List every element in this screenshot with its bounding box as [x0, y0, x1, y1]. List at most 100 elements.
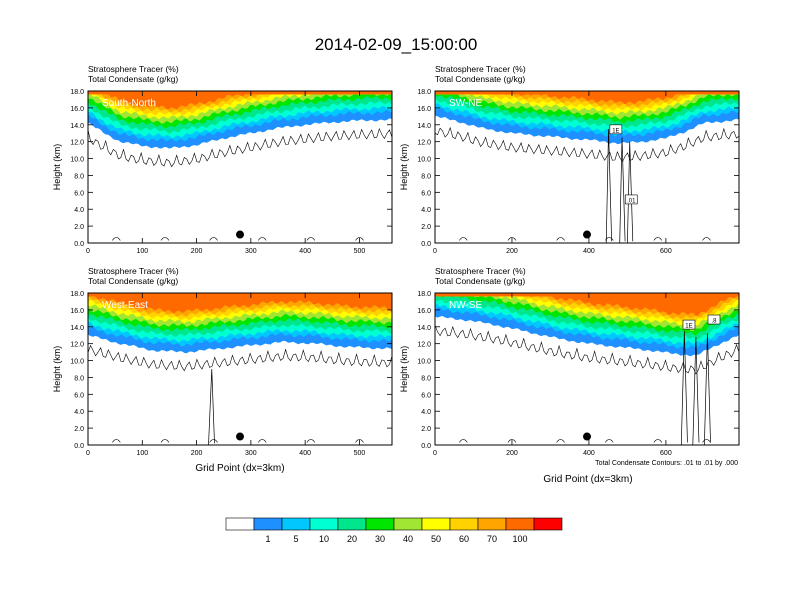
contour-label: .01	[627, 198, 636, 204]
surface-contour	[160, 237, 170, 241]
y-tick-label: 14.0	[70, 325, 84, 332]
y-axis-label: Height (km)	[399, 346, 409, 393]
colorbar-label: 20	[347, 534, 357, 544]
x-tick-label: 200	[191, 248, 203, 255]
panel-title-line: Stratosphere Tracer (%)	[435, 64, 526, 74]
surface-contour	[306, 237, 316, 241]
y-tick-label: 12.0	[417, 342, 431, 349]
plot-area	[88, 293, 392, 445]
colorbar-label: 1	[265, 534, 270, 544]
location-marker	[583, 432, 591, 441]
colorbar-label: 60	[459, 534, 469, 544]
x-tick-label: 100	[136, 248, 148, 255]
y-tick-label: 4.0	[74, 207, 84, 214]
colorbar-swatch	[309, 517, 339, 531]
x-tick-label: 100	[136, 450, 148, 457]
surface-contour	[507, 237, 517, 241]
panel-annotation: NW-SE	[449, 300, 482, 311]
contour-note: Total Condensate Contours: .01 to .01 by…	[595, 460, 738, 467]
x-tick-label: 600	[660, 450, 672, 457]
colorbar-label: 50	[431, 534, 441, 544]
y-tick-label: 18.0	[417, 89, 431, 96]
location-marker	[236, 432, 244, 441]
panel-title-line: Stratosphere Tracer (%)	[435, 266, 526, 276]
y-tick-label: 12.0	[70, 342, 84, 349]
panel-title-line: Total Condensate (g/kg)	[88, 276, 178, 286]
surface-contour	[653, 237, 663, 241]
panel-title-line: Total Condensate (g/kg)	[435, 276, 525, 286]
x-tick-label: 300	[245, 248, 257, 255]
y-tick-label: 16.0	[70, 308, 84, 315]
panel-bottom-left: West-East Stratosphere Tracer (%)Total Co…	[52, 266, 393, 474]
location-marker	[583, 230, 591, 239]
colorbar: 1 5 10 20 30 40 50 60 70 100	[225, 517, 563, 544]
y-tick-label: 2.0	[421, 426, 431, 433]
y-tick-label: 8.0	[421, 173, 431, 180]
surface-contour	[112, 439, 121, 443]
plot-area: 1E .8	[435, 293, 739, 445]
panel-title-line: Total Condensate (g/kg)	[88, 74, 178, 84]
condensate-contour	[435, 324, 739, 375]
y-tick-label: 18.0	[417, 291, 431, 298]
surface-contour	[257, 237, 267, 241]
condensate-contour	[435, 126, 739, 163]
panel-annotation: South-North	[102, 98, 156, 109]
tracer-band	[88, 91, 392, 110]
x-tick-label: 400	[299, 248, 311, 255]
colorbar-label: 70	[487, 534, 497, 544]
x-tick-label: 0	[86, 248, 90, 255]
panel-annotation: West-East	[102, 300, 148, 311]
panel-title-line: Total Condensate (g/kg)	[435, 74, 525, 84]
x-tick-label: 500	[354, 248, 366, 255]
y-tick-label: 8.0	[74, 375, 84, 382]
y-tick-label: 10.0	[417, 157, 431, 164]
colorbar-label: 40	[403, 534, 413, 544]
y-tick-label: 16.0	[417, 106, 431, 113]
x-tick-label: 200	[506, 248, 518, 255]
colorbar-swatch	[477, 517, 507, 531]
panel-bottom-right: 1E .8 NW-SE Stratosphere Tracer (%)Total Co…	[399, 266, 740, 457]
x-tick-label: 500	[354, 450, 366, 457]
y-axis-label: Height (km)	[399, 144, 409, 191]
y-tick-label: 0.0	[74, 443, 84, 450]
contour-label-box	[624, 194, 638, 205]
x-tick-label: 400	[299, 450, 311, 457]
plot-frame	[434, 90, 740, 244]
colorbar-swatch	[505, 517, 535, 531]
surface-contour	[702, 237, 711, 241]
y-tick-label: 14.0	[417, 325, 431, 332]
panel-top-left: South-North Stratosphere Tracer (%)Total …	[52, 64, 393, 255]
tracer-band	[88, 293, 392, 314]
surface-contour	[209, 237, 218, 241]
colorbar-swatch	[253, 517, 283, 531]
x-tick-label: 0	[433, 248, 437, 255]
surface-contour	[702, 439, 711, 443]
x-tick-label: 0	[86, 450, 90, 457]
tower-contour	[605, 128, 612, 243]
y-tick-label: 12.0	[70, 140, 84, 147]
surface-contour	[160, 439, 170, 443]
y-tick-label: 6.0	[74, 190, 84, 197]
y-tick-label: 2.0	[74, 426, 84, 433]
surface-contour	[556, 439, 565, 443]
y-tick-label: 16.0	[417, 308, 431, 315]
y-tick-label: 6.0	[74, 392, 84, 399]
x-axis-label: Grid Point (dx=3km)	[195, 463, 284, 474]
y-tick-label: 8.0	[74, 173, 84, 180]
surface-contour	[306, 439, 316, 443]
y-tick-label: 14.0	[417, 123, 431, 130]
y-tick-label: 2.0	[74, 224, 84, 231]
colorbar-label: 30	[375, 534, 385, 544]
surface-contour	[355, 237, 364, 241]
surface-contour	[653, 439, 663, 443]
plot-area: 1E .01	[435, 91, 739, 243]
y-tick-label: 6.0	[421, 190, 431, 197]
contour-label: 1E	[612, 128, 619, 134]
condensate-contour	[88, 344, 392, 372]
y-tick-label: 8.0	[421, 375, 431, 382]
y-tick-label: 4.0	[74, 409, 84, 416]
y-tick-label: 10.0	[70, 359, 84, 366]
y-tick-label: 16.0	[70, 106, 84, 113]
condensate-contour	[88, 127, 392, 168]
x-tick-label: 400	[583, 450, 595, 457]
